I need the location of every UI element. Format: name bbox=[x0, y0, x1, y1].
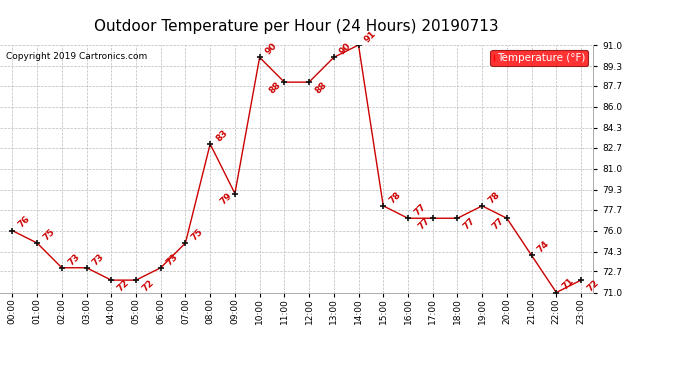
Text: 77: 77 bbox=[416, 216, 431, 231]
Text: 73: 73 bbox=[66, 252, 81, 267]
Text: 72: 72 bbox=[585, 278, 600, 293]
Text: 90: 90 bbox=[264, 41, 279, 57]
Text: 71: 71 bbox=[560, 276, 575, 292]
Text: 72: 72 bbox=[140, 278, 155, 293]
Text: 90: 90 bbox=[338, 41, 353, 57]
Text: 88: 88 bbox=[268, 80, 283, 95]
Text: 73: 73 bbox=[90, 252, 106, 267]
Text: 73: 73 bbox=[165, 252, 180, 267]
Text: 76: 76 bbox=[17, 214, 32, 230]
Text: 91: 91 bbox=[363, 29, 378, 44]
Text: 74: 74 bbox=[535, 239, 551, 255]
Text: 72: 72 bbox=[115, 278, 130, 293]
Text: 83: 83 bbox=[215, 128, 230, 143]
Text: 78: 78 bbox=[486, 190, 502, 205]
Text: 79: 79 bbox=[218, 191, 234, 207]
Legend: Temperature (°F): Temperature (°F) bbox=[491, 50, 588, 66]
Text: 77: 77 bbox=[490, 216, 506, 231]
Text: 77: 77 bbox=[412, 202, 428, 217]
Text: Outdoor Temperature per Hour (24 Hours) 20190713: Outdoor Temperature per Hour (24 Hours) … bbox=[95, 19, 499, 34]
Text: 75: 75 bbox=[190, 227, 205, 242]
Text: 88: 88 bbox=[313, 80, 328, 95]
Text: Copyright 2019 Cartronics.com: Copyright 2019 Cartronics.com bbox=[6, 53, 147, 62]
Text: 75: 75 bbox=[41, 227, 57, 242]
Text: 77: 77 bbox=[462, 216, 477, 231]
Text: 78: 78 bbox=[387, 190, 403, 205]
